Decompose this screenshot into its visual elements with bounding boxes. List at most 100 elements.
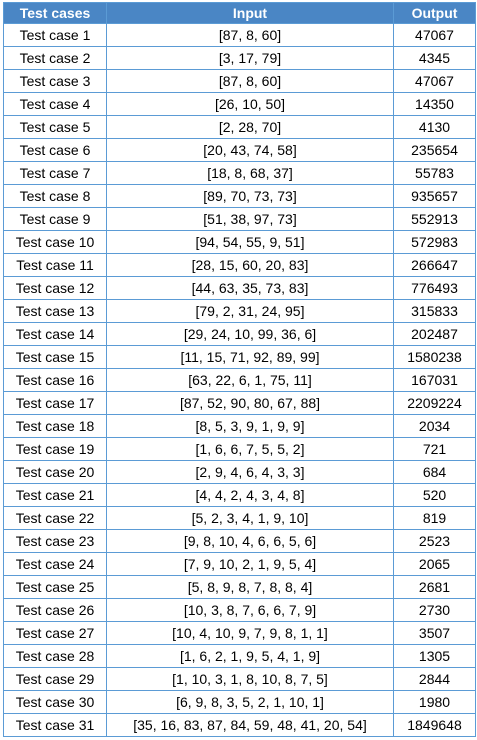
output-cell: 3507 — [393, 621, 476, 645]
table-row: Test case 10 [94, 54, 55, 9, 51] 572983 — [3, 230, 476, 254]
output-cell: 2844 — [393, 667, 476, 691]
table-row: Test case 17 [87, 52, 90, 80, 67, 88] 2209… — [3, 391, 476, 415]
input-cell: [7, 9, 10, 2, 1, 9, 5, 4] — [106, 552, 394, 576]
input-cell: [63, 22, 6, 1, 75, 11] — [106, 368, 394, 392]
output-cell: 47067 — [393, 23, 476, 47]
test-case-cell: Test case 8 — [3, 184, 107, 208]
table-row: Test case 20 [2, 9, 4, 6, 4, 3, 3] 684 — [3, 460, 476, 484]
input-cell: [87, 8, 60] — [106, 69, 394, 93]
table-row: Test case 29 [1, 10, 3, 1, 8, 10, 8, 7, 5… — [3, 667, 476, 691]
output-cell: 202487 — [393, 322, 476, 346]
input-cell: [26, 10, 50] — [106, 92, 394, 116]
table-row: Test case 16 [63, 22, 6, 1, 75, 11] 167031 — [3, 368, 476, 392]
input-cell: [89, 70, 73, 73] — [106, 184, 394, 208]
input-cell: [5, 8, 9, 8, 7, 8, 8, 4] — [106, 575, 394, 599]
table-row: Test case 7 [18, 8, 68, 37] 55783 — [3, 161, 476, 185]
input-cell: [79, 2, 31, 24, 95] — [106, 299, 394, 323]
test-case-cell: Test case 27 — [3, 621, 107, 645]
output-cell: 4345 — [393, 46, 476, 70]
table-row: Test case 14 [29, 24, 10, 99, 36, 6] 20248… — [3, 322, 476, 346]
column-header-output: Output — [393, 2, 476, 24]
output-cell: 1580238 — [393, 345, 476, 369]
test-case-cell: Test case 21 — [3, 483, 107, 507]
input-cell: [35, 16, 83, 87, 84, 59, 48, 41, 20, 54] — [106, 713, 394, 737]
output-cell: 776493 — [393, 276, 476, 300]
test-case-cell: Test case 5 — [3, 115, 107, 139]
test-case-cell: Test case 31 — [3, 713, 107, 737]
table-row: Test case 25 [5, 8, 9, 8, 7, 8, 8, 4] 2681 — [3, 575, 476, 599]
test-case-cell: Test case 25 — [3, 575, 107, 599]
output-cell: 2681 — [393, 575, 476, 599]
output-cell: 266647 — [393, 253, 476, 277]
input-cell: [87, 8, 60] — [106, 23, 394, 47]
table-row: Test case 2 [3, 17, 79] 4345 — [3, 46, 476, 70]
table-row: Test case 9 [51, 38, 97, 73] 552913 — [3, 207, 476, 231]
input-cell: [28, 15, 60, 20, 83] — [106, 253, 394, 277]
table-row: Test case 23 [9, 8, 10, 4, 6, 6, 5, 6] 252… — [3, 529, 476, 553]
table-row: Test case 30 [6, 9, 8, 3, 5, 2, 1, 10, 1]… — [3, 690, 476, 714]
test-case-cell: Test case 29 — [3, 667, 107, 691]
input-cell: [8, 5, 3, 9, 1, 9, 9] — [106, 414, 394, 438]
output-cell: 721 — [393, 437, 476, 461]
table-row: Test case 28 [1, 6, 2, 1, 9, 5, 4, 1, 9] 1… — [3, 644, 476, 668]
output-cell: 2209224 — [393, 391, 476, 415]
test-case-cell: Test case 10 — [3, 230, 107, 254]
input-cell: [6, 9, 8, 3, 5, 2, 1, 10, 1] — [106, 690, 394, 714]
input-cell: [94, 54, 55, 9, 51] — [106, 230, 394, 254]
test-case-cell: Test case 20 — [3, 460, 107, 484]
output-cell: 819 — [393, 506, 476, 530]
table-row: Test case 31 [35, 16, 83, 87, 84, 59, 48,… — [3, 713, 476, 737]
test-case-cell: Test case 24 — [3, 552, 107, 576]
table-row: Test case 15 [11, 15, 71, 92, 89, 99] 1580… — [3, 345, 476, 369]
output-cell: 14350 — [393, 92, 476, 116]
test-case-cell: Test case 4 — [3, 92, 107, 116]
output-cell: 235654 — [393, 138, 476, 162]
header-row: Test cases Input Output — [3, 2, 476, 24]
input-cell: [2, 9, 4, 6, 4, 3, 3] — [106, 460, 394, 484]
table-row: Test case 22 [5, 2, 3, 4, 1, 9, 10] 819 — [3, 506, 476, 530]
table-header: Test cases Input Output — [3, 2, 476, 24]
test-case-cell: Test case 30 — [3, 690, 107, 714]
output-cell: 4130 — [393, 115, 476, 139]
table-body: Test case 1 [87, 8, 60] 47067 Test case 2 [3… — [3, 23, 476, 737]
test-case-cell: Test case 3 — [3, 69, 107, 93]
test-case-cell: Test case 15 — [3, 345, 107, 369]
table-row: Test case 24 [7, 9, 10, 2, 1, 9, 5, 4] 206… — [3, 552, 476, 576]
table-row: Test case 26 [10, 3, 8, 7, 6, 6, 7, 9] 273… — [3, 598, 476, 622]
output-cell: 55783 — [393, 161, 476, 185]
output-cell: 2523 — [393, 529, 476, 553]
test-case-cell: Test case 9 — [3, 207, 107, 231]
output-cell: 552913 — [393, 207, 476, 231]
input-cell: [9, 8, 10, 4, 6, 6, 5, 6] — [106, 529, 394, 553]
input-cell: [4, 4, 2, 4, 3, 4, 8] — [106, 483, 394, 507]
test-case-cell: Test case 26 — [3, 598, 107, 622]
output-cell: 1849648 — [393, 713, 476, 737]
test-case-cell: Test case 6 — [3, 138, 107, 162]
table-row: Test case 18 [8, 5, 3, 9, 1, 9, 9] 2034 — [3, 414, 476, 438]
output-cell: 684 — [393, 460, 476, 484]
input-cell: [20, 43, 74, 58] — [106, 138, 394, 162]
test-case-cell: Test case 17 — [3, 391, 107, 415]
table-row: Test case 6 [20, 43, 74, 58] 235654 — [3, 138, 476, 162]
input-cell: [3, 17, 79] — [106, 46, 394, 70]
input-cell: [1, 6, 2, 1, 9, 5, 4, 1, 9] — [106, 644, 394, 668]
input-cell: [44, 63, 35, 73, 83] — [106, 276, 394, 300]
output-cell: 2730 — [393, 598, 476, 622]
table-row: Test case 5 [2, 28, 70] 4130 — [3, 115, 476, 139]
test-case-cell: Test case 28 — [3, 644, 107, 668]
input-cell: [87, 52, 90, 80, 67, 88] — [106, 391, 394, 415]
input-cell: [11, 15, 71, 92, 89, 99] — [106, 345, 394, 369]
test-case-cell: Test case 1 — [3, 23, 107, 47]
table-row: Test case 8 [89, 70, 73, 73] 935657 — [3, 184, 476, 208]
test-case-cell: Test case 16 — [3, 368, 107, 392]
table-row: Test case 12 [44, 63, 35, 73, 83] 776493 — [3, 276, 476, 300]
test-case-cell: Test case 11 — [3, 253, 107, 277]
output-cell: 315833 — [393, 299, 476, 323]
input-cell: [5, 2, 3, 4, 1, 9, 10] — [106, 506, 394, 530]
test-cases-table: Test cases Input Output Test case 1 [87, … — [3, 2, 476, 737]
output-cell: 167031 — [393, 368, 476, 392]
input-cell: [29, 24, 10, 99, 36, 6] — [106, 322, 394, 346]
input-cell: [2, 28, 70] — [106, 115, 394, 139]
table-row: Test case 11 [28, 15, 60, 20, 83] 266647 — [3, 253, 476, 277]
table-row: Test case 13 [79, 2, 31, 24, 95] 315833 — [3, 299, 476, 323]
